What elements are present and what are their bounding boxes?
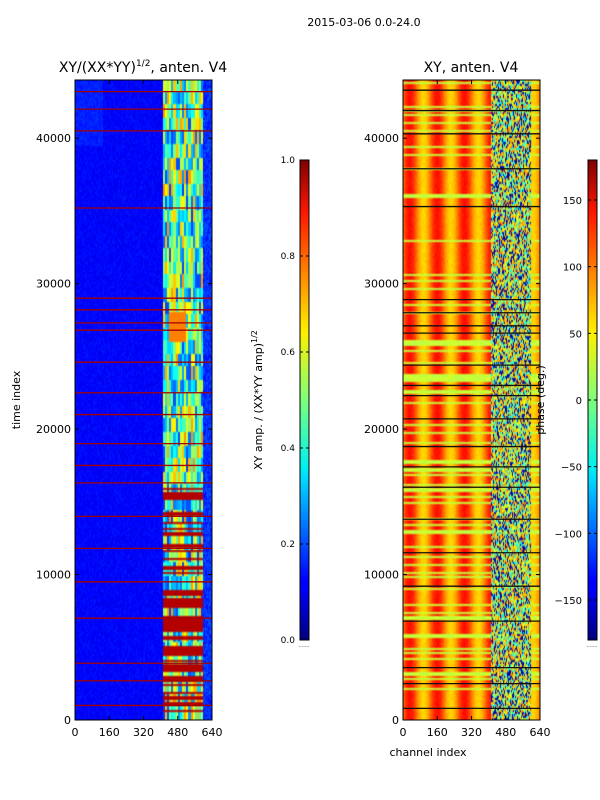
panel-phase: XY, anten. V4 0 160 320 480 640 0 10000 20000 3…	[364, 60, 551, 759]
y-tick-label: 0	[392, 714, 399, 727]
colorbar-tick-label: −50	[561, 463, 582, 474]
x-tick-label: 160	[99, 726, 120, 739]
panel1-xticks: 0 160 320 480 640	[72, 80, 223, 739]
y-tick-label: 0	[64, 714, 71, 727]
panel2-xticks: 0 160 320 480 640	[400, 80, 551, 739]
y-tick-label: 30000	[36, 278, 71, 291]
x-tick-label: 160	[427, 726, 448, 739]
figure-suptitle: 2015-03-06 0.0-24.0	[307, 16, 420, 29]
colorbar1-dots: .......	[298, 643, 310, 649]
x-tick-label: 0	[72, 726, 79, 739]
x-tick-label: 320	[133, 726, 154, 739]
panel2-title: XY, anten. V4	[424, 60, 519, 76]
x-tick-label: 480	[167, 726, 188, 739]
colorbar-tick-label: 50	[569, 329, 582, 340]
panel2-yticks: 0 10000 20000 30000 40000	[364, 132, 540, 727]
amplitude-flag-lines	[75, 90, 212, 707]
panel1-title-main: XY/(XX*YY)	[59, 60, 136, 76]
panel2-xlabel: channel index	[389, 746, 467, 759]
phase-flag-lines	[403, 89, 540, 710]
colorbar-tick-label: 0.2	[281, 540, 295, 550]
colorbar-tick-label: 0.6	[281, 348, 296, 358]
colorbar2-ticks: 150 100 50 0 −50 −100 −150	[555, 196, 597, 607]
colorbar-tick-label: −150	[555, 596, 582, 607]
amplitude-heatmap	[75, 80, 212, 720]
colorbar-tick-label: 0.4	[281, 444, 296, 454]
colorbar2-label: phase (deg.)	[534, 365, 547, 435]
colorbar-tick-label: 0	[576, 396, 582, 407]
colorbar-tick-label: 100	[563, 263, 582, 274]
colorbar-tick-label: 0.0	[281, 636, 296, 646]
colorbar-tick-label: 150	[563, 196, 582, 207]
colorbar1-ticks: 0.0 0.2 0.4 0.6 0.8 1.0	[281, 156, 309, 646]
colorbar-tick-label: 0.8	[281, 252, 296, 262]
panel1-title: XY/(XX*YY)1/2, anten. V4	[59, 59, 227, 76]
panel1-title-rest: , anten. V4	[150, 60, 227, 76]
panel1-yticks: 0 10000 20000 30000 40000	[36, 132, 212, 727]
colorbar-tick-label: −100	[555, 529, 582, 540]
y-tick-label: 40000	[36, 132, 71, 145]
y-tick-label: 20000	[364, 423, 399, 436]
y-tick-label: 10000	[364, 569, 399, 582]
colorbar1-label-main: XY amp. / (XX*YY amp)	[252, 343, 265, 470]
x-tick-label: 320	[461, 726, 482, 739]
y-tick-label: 10000	[36, 569, 71, 582]
x-tick-label: 640	[530, 726, 551, 739]
colorbar-phase: 150 100 50 0 −50 −100 −150 phase (deg.) ......…	[534, 159, 598, 649]
colorbar-amplitude: 0.0 0.2 0.4 0.6 0.8 1.0 XY amp. / (XX*YY amp)…	[250, 156, 310, 649]
colorbar1-label: XY amp. / (XX*YY amp)1/2	[250, 330, 265, 470]
x-tick-label: 0	[400, 726, 407, 739]
x-tick-label: 480	[495, 726, 516, 739]
colorbar2-dots: .......	[586, 643, 598, 649]
y-tick-label: 20000	[36, 423, 71, 436]
colorbar1-gradient	[299, 159, 310, 641]
panel1-title-sup: 1/2	[136, 59, 150, 69]
panel-amplitude: XY/(XX*YY)1/2, anten. V4 0 160 320 480 640 0…	[10, 59, 227, 739]
x-tick-label: 640	[202, 726, 223, 739]
colorbar-tick-label: 1.0	[281, 156, 296, 166]
y-tick-label: 30000	[364, 278, 399, 291]
y-tick-label: 40000	[364, 132, 399, 145]
phase-heatmap	[403, 80, 540, 720]
panel1-ylabel: time index	[10, 370, 23, 429]
colorbar1-label-sup: 1/2	[250, 330, 259, 343]
